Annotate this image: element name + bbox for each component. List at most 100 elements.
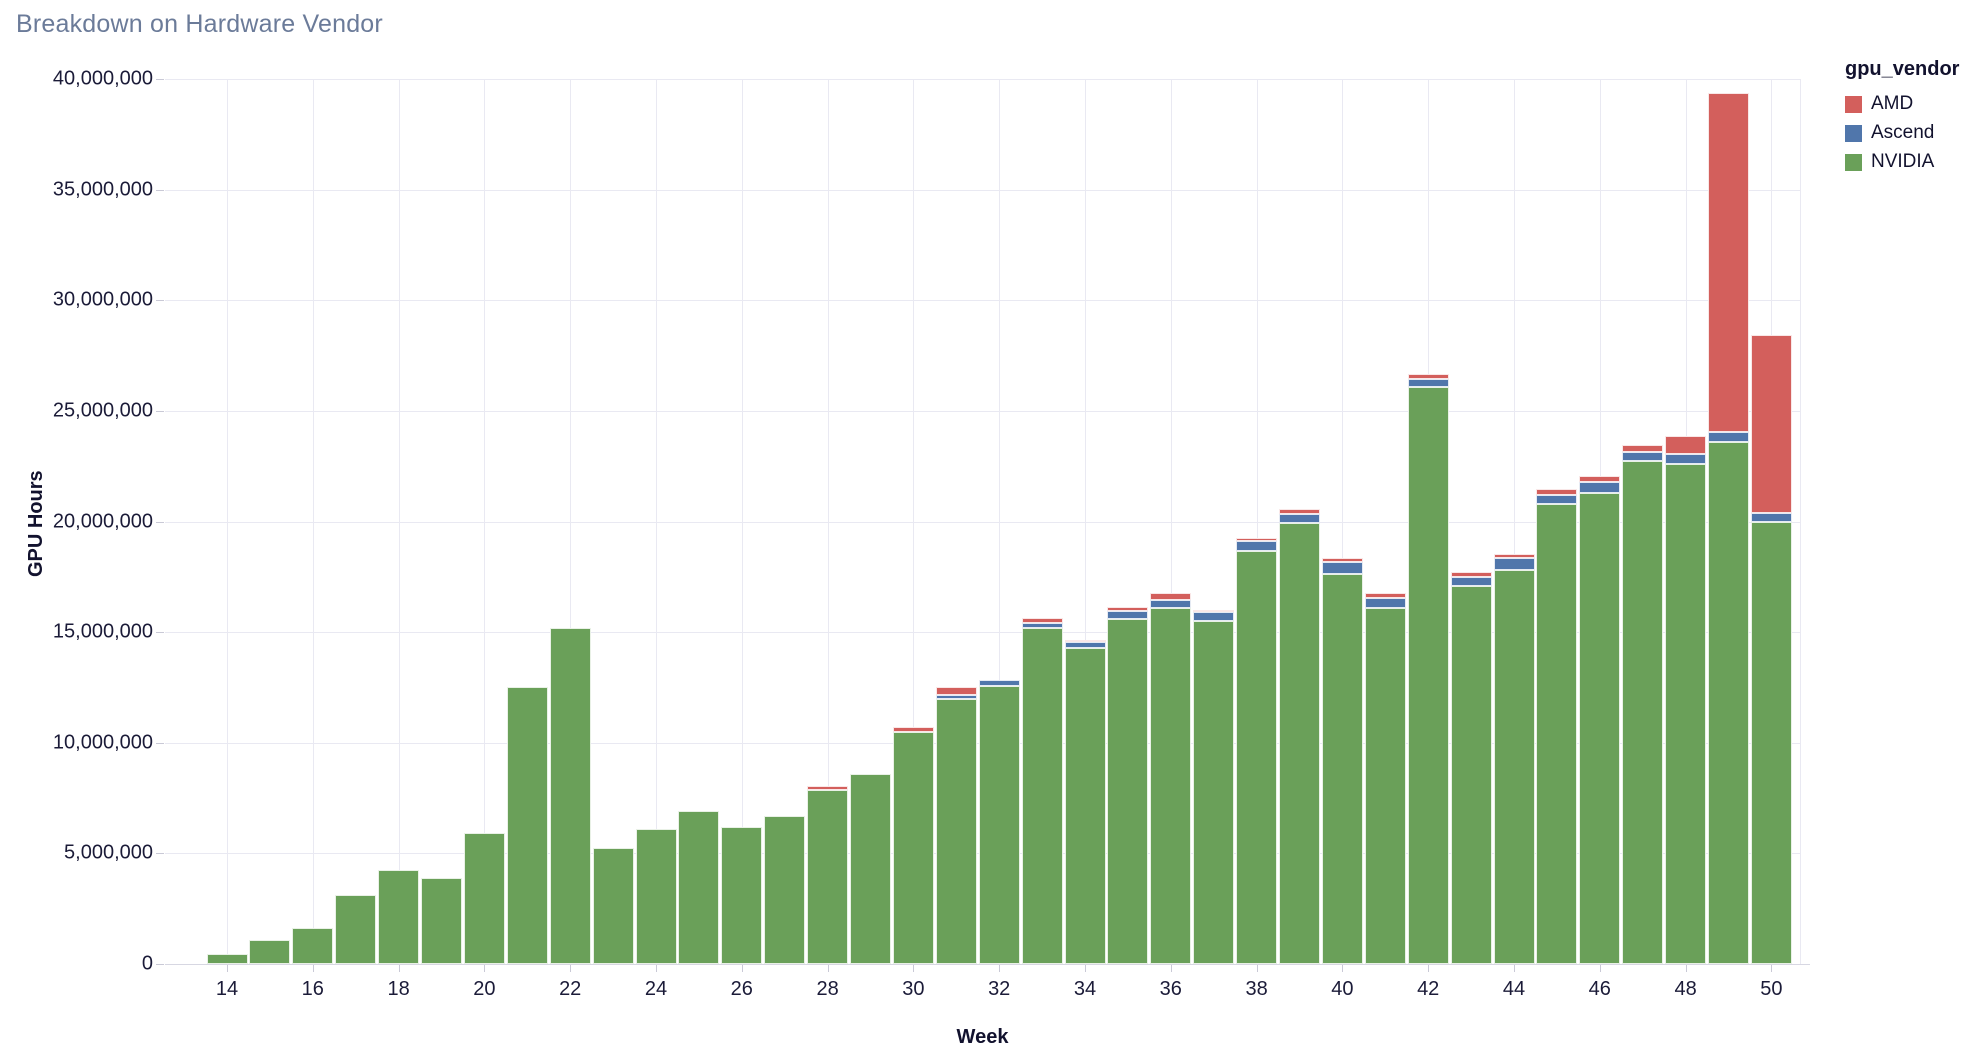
x-axis-tick-label: 50 xyxy=(1760,978,1783,1000)
bar-segment-nvidia-week-19 xyxy=(421,877,462,964)
bar-segment-nvidia-week-15 xyxy=(249,939,291,964)
x-tick xyxy=(1599,965,1601,972)
bar-segment-ascend-week-44 xyxy=(1493,558,1535,571)
bar-week-14 xyxy=(206,79,248,964)
x-gridline xyxy=(312,79,314,964)
x-gridline xyxy=(827,79,829,964)
x-tick xyxy=(1685,965,1687,972)
y-gridline xyxy=(165,521,1800,523)
bar-segment-ascend-week-41 xyxy=(1364,597,1406,608)
bar-segment-amd-week-34 xyxy=(1064,639,1106,643)
bar-segment-nvidia-week-17 xyxy=(335,895,377,964)
bar-segment-nvidia-week-37 xyxy=(1193,621,1235,964)
x-gridline xyxy=(484,79,486,964)
y-tick xyxy=(156,853,164,855)
bar-week-35 xyxy=(1107,79,1149,964)
y-tick xyxy=(156,521,164,523)
bar-segment-ascend-week-42 xyxy=(1407,378,1449,387)
bar-segment-ascend-week-49 xyxy=(1708,431,1749,442)
x-tick xyxy=(1085,965,1086,972)
plot-right-edge xyxy=(1800,79,1801,964)
x-tick xyxy=(1170,965,1172,972)
bar-week-30 xyxy=(892,79,934,964)
bar-week-42 xyxy=(1407,79,1449,964)
bar-segment-nvidia-week-50 xyxy=(1750,521,1792,964)
bar-week-49 xyxy=(1708,79,1749,964)
bar-segment-ascend-week-47 xyxy=(1622,451,1664,461)
y-tick xyxy=(156,410,164,412)
legend: gpu_vendor AMD Ascend NVIDIA xyxy=(1845,58,1959,180)
bar-segment-amd-week-28 xyxy=(807,785,849,791)
x-tick xyxy=(312,965,314,972)
legend-label: NVIDIA xyxy=(1871,151,1935,172)
x-gridline xyxy=(398,79,400,964)
bar-segment-amd-week-41 xyxy=(1364,593,1406,598)
bar-week-16 xyxy=(292,79,334,964)
bar-week-45 xyxy=(1536,79,1578,964)
legend-swatch-nvidia xyxy=(1845,153,1862,171)
bar-segment-nvidia-week-49 xyxy=(1708,441,1749,964)
bar-segment-amd-week-45 xyxy=(1536,489,1578,495)
bar-segment-amd-week-30 xyxy=(892,727,934,732)
bar-segment-nvidia-week-32 xyxy=(978,686,1020,964)
x-axis-tick-label: 26 xyxy=(730,978,753,1000)
x-gridline xyxy=(1085,79,1086,964)
bar-segment-ascend-week-32 xyxy=(978,679,1020,687)
x-gridline xyxy=(999,79,1001,964)
bar-week-34 xyxy=(1064,79,1106,964)
bar-segment-nvidia-week-25 xyxy=(678,811,720,964)
y-axis-tick-label: 15,000,000 xyxy=(52,620,153,643)
bar-segment-nvidia-week-48 xyxy=(1665,463,1707,964)
y-axis-tick-label: 40,000,000 xyxy=(52,67,153,90)
x-gridline xyxy=(1514,79,1515,964)
bar-segment-nvidia-week-38 xyxy=(1236,551,1278,964)
bar-segment-nvidia-week-30 xyxy=(892,731,934,964)
bar-segment-amd-week-42 xyxy=(1407,374,1449,379)
bar-segment-amd-week-33 xyxy=(1021,617,1063,624)
bar-segment-nvidia-week-21 xyxy=(506,687,548,964)
legend-entry-amd: AMD xyxy=(1845,93,1959,115)
bar-week-17 xyxy=(335,79,377,964)
bar-segment-amd-week-47 xyxy=(1622,445,1664,452)
y-tick xyxy=(156,79,164,80)
bar-week-43 xyxy=(1450,79,1492,964)
y-axis-tick-label: 0 xyxy=(141,952,153,975)
x-axis-line xyxy=(165,964,1810,965)
bar-week-40 xyxy=(1321,79,1363,964)
y-gridline xyxy=(165,300,1800,302)
y-gridline xyxy=(165,189,1800,191)
bar-week-18 xyxy=(378,79,420,964)
bar-segment-amd-week-37 xyxy=(1193,610,1235,613)
x-axis-tick-label: 16 xyxy=(301,978,324,1000)
y-tick xyxy=(156,189,164,191)
x-tick xyxy=(999,965,1001,972)
bar-segment-nvidia-week-41 xyxy=(1364,607,1406,964)
bar-segment-amd-week-49 xyxy=(1708,93,1749,432)
bar-segment-ascend-week-38 xyxy=(1236,541,1278,552)
bar-segment-nvidia-week-24 xyxy=(635,829,677,964)
x-axis-tick-label: 32 xyxy=(988,978,1011,1000)
bar-segment-nvidia-week-28 xyxy=(807,790,849,964)
y-axis-tick-label: 5,000,000 xyxy=(64,841,153,864)
x-tick xyxy=(656,965,657,972)
bar-segment-nvidia-week-34 xyxy=(1064,647,1106,964)
x-axis-tick-label: 40 xyxy=(1331,978,1354,1000)
bar-week-19 xyxy=(421,79,462,964)
y-axis-tick-label: 30,000,000 xyxy=(52,288,153,311)
bar-segment-nvidia-week-43 xyxy=(1450,585,1492,964)
legend-swatch-ascend xyxy=(1845,124,1862,142)
bar-segment-ascend-week-34 xyxy=(1064,642,1106,648)
bar-segment-nvidia-week-31 xyxy=(935,698,977,964)
y-axis-title: GPU Hours xyxy=(25,469,47,577)
x-tick xyxy=(1514,965,1515,972)
y-axis-tick-label: 10,000,000 xyxy=(52,731,153,754)
x-tick xyxy=(827,965,829,972)
bar-week-26 xyxy=(721,79,763,964)
x-tick xyxy=(570,965,572,972)
y-tick xyxy=(156,300,164,302)
x-tick xyxy=(913,965,915,972)
bar-segment-nvidia-week-18 xyxy=(378,869,420,964)
x-axis-tick-label: 22 xyxy=(559,978,582,1000)
x-axis-tick-label: 14 xyxy=(215,978,239,1000)
bar-segment-ascend-week-36 xyxy=(1150,600,1192,608)
